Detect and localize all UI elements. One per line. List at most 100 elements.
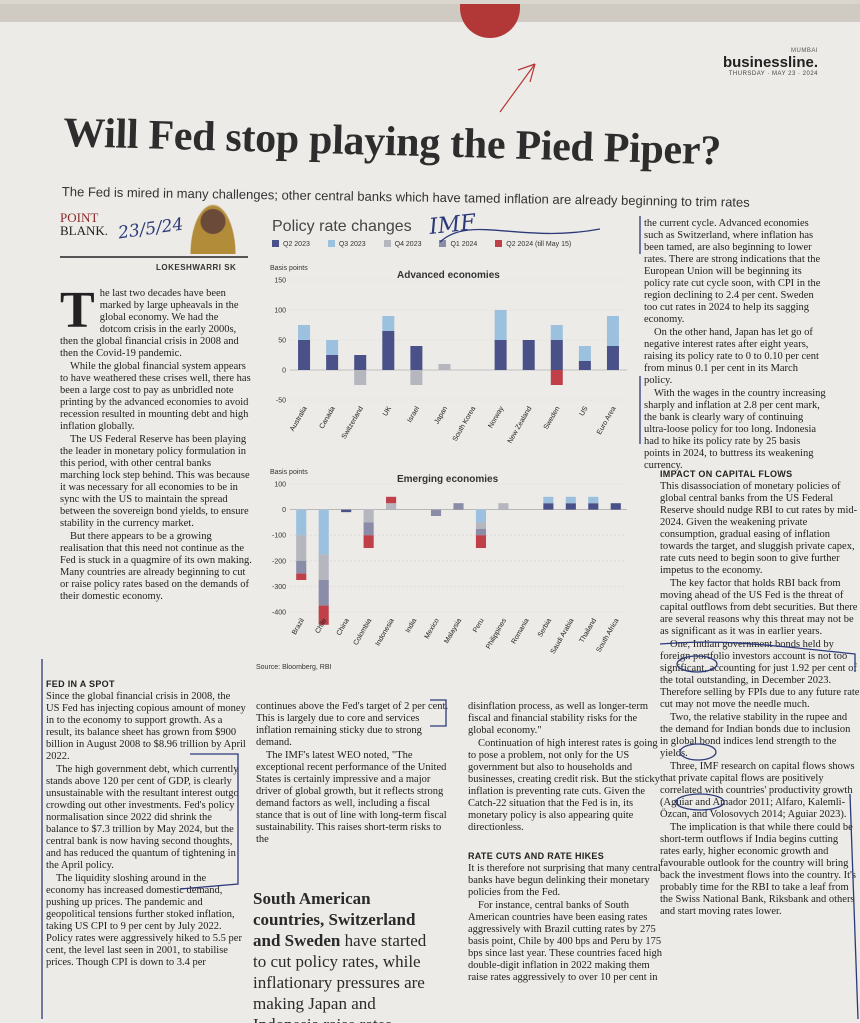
y-tick-label: -100 [272,533,286,540]
y-tick-label: 150 [274,278,286,285]
bar-segment [296,509,307,536]
bar-segment [354,355,367,370]
paragraph: One, Indian government bonds held by for… [660,639,860,710]
pull-quote: South American countries, Switzerland an… [253,888,443,1023]
x-tick-label: Norway [487,405,505,429]
legend-item: Q1 2024 [439,240,477,248]
bar-segment [318,580,329,606]
paragraph: The key factor that holds RBI back from … [660,578,858,637]
newspaper-page: MUMBAI businessline. THURSDAY · MAY 23 ·… [0,4,860,1023]
legend-item: Q4 2023 [383,240,421,248]
policy-rate-chart: Basis points Advanced economies 150 100 50 0 -… [270,265,627,655]
x-tick-label: Philippines [485,617,508,650]
x-tick-label: Mexico [424,617,441,640]
top-strip [0,4,860,22]
bar-segment [386,503,397,510]
bar-segment [522,340,535,370]
bar-segment [363,535,374,548]
bar-segment [298,325,311,340]
x-tick-label: Colombia [353,617,374,646]
paragraph: the current cycle. Advanced economies su… [644,218,821,325]
x-tick-label: Sweden [543,405,562,430]
paragraph: The high government debt, which currentl… [46,764,239,871]
bar-segment [588,496,599,504]
masthead-city: MUMBAI [791,48,818,54]
pull-quote-bold: South American countries, Switzerland an… [253,889,416,950]
body-column-2: continues above the Fed's target of 2 pe… [256,701,450,847]
bar-segment [296,573,307,580]
paragraph: It is therefore not surprising that many… [468,863,661,898]
x-tick-label: New Zealand [507,405,534,444]
paragraph: For instance, central banks of South Ame… [468,900,662,983]
x-tick-label: Israel [406,405,421,424]
bar-segment [318,605,329,625]
bar-segment [296,535,307,561]
x-tick-label: Canada [319,405,337,430]
bar-segment [382,316,395,331]
chart-legend: Q2 2023 Q3 2023 Q4 2023 Q1 2024 Q2 2024 … [272,240,587,248]
bar-segment [410,370,423,385]
legend-item: Q2 2023 [272,240,310,248]
bar-segment [606,346,619,370]
paragraph: While the global financial system appear… [60,361,251,432]
author-rule [60,256,248,258]
bar-segment [296,560,307,574]
bar-segment [354,370,367,385]
bar-segment [386,496,397,504]
bar-segment [318,509,329,555]
bar-segment [326,355,339,370]
x-tick-label: Japan [434,405,450,425]
x-tick-label: Euro Area [596,405,618,436]
y-tick-label: -50 [276,398,286,405]
chart-source: Source: Bloomberg, RBI [256,664,332,671]
paragraph: Three, IMF research on capital flows sho… [660,761,855,820]
paragraph: Continuation of high interest rates is g… [468,738,660,833]
bar-segment [475,522,487,529]
bar-segment [318,554,329,580]
pull-quote-rest: have started to cut policy rates, while … [253,931,427,1023]
bar-segment [550,340,563,370]
x-tick-label: China [336,617,351,636]
masthead-brand: businessline. [722,54,818,71]
body-column-4-bottom: IMPACT ON CAPITAL FLOWS This disassociat… [660,462,860,919]
x-tick-label: UK [382,405,393,417]
bar-segment [606,316,619,346]
x-tick-label: India [405,617,419,634]
bar-segment [494,310,507,340]
axis-label: Basis points [270,265,308,272]
bar-segment [498,503,509,510]
masthead-date: THURSDAY · MAY 23 · 2024 [728,71,818,77]
bar-segment [341,509,352,513]
bar-segment [326,340,339,355]
bar-segment [610,503,621,510]
paragraph: But there appears to be a growing realis… [60,531,252,602]
y-tick-label: 0 [282,507,286,514]
column-tag: POINT BLANK. [60,211,108,237]
headline: Will Fed stop playing the Pied Piper? [62,109,722,175]
bar-segment [430,509,442,516]
bar-segment [550,370,563,385]
bar-segment [475,509,487,523]
x-tick-label: Australia [289,405,309,432]
bar-segment [363,509,374,523]
bar-segment [298,340,311,370]
y-tick-label: -400 [272,610,286,617]
x-tick-label: Serbia [537,617,553,638]
body-column-1-top: T he last two decades have been marked b… [60,285,252,604]
bar-segment [453,503,464,510]
panel-title: Emerging economies [397,474,499,485]
x-tick-label: Brazil [291,617,306,636]
paragraph: disinflation process, as well as longer-… [468,701,648,736]
bar-segment [475,528,487,536]
bar-segment [550,325,563,340]
bar-segment [494,340,507,370]
author-photo [190,204,236,254]
column-tag-line1: POINT [60,210,99,225]
x-tick-label: Malaysia [443,617,463,645]
x-tick-label: Romania [511,617,531,645]
x-tick-label: South Africa [596,617,621,653]
x-tick-label: Saudi Arabia [550,617,576,655]
body-column-1-bottom: FED IN A SPOT Since the global financial… [46,672,246,970]
x-tick-label: Chile [314,617,328,634]
paragraph: Two, the relative stability in the rupee… [660,712,851,759]
